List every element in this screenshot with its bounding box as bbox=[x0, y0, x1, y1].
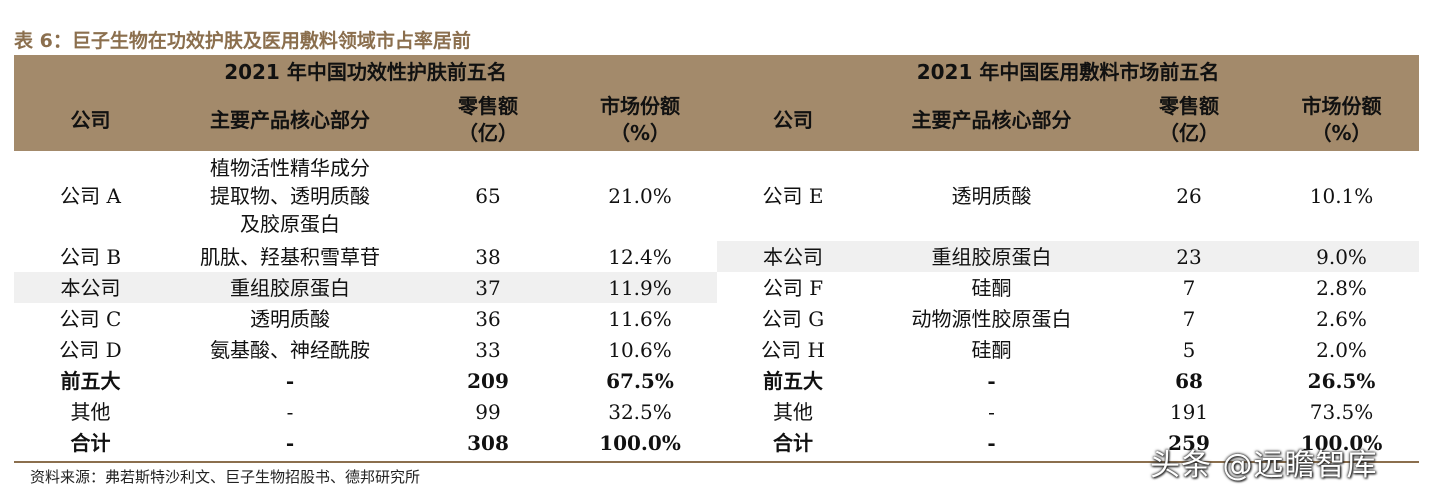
cell: 公司 E bbox=[762, 184, 824, 208]
table-row: 公司 D 氨基酸、神经酰胺 33 10.6% 公司 H 硅酮 5 2.0% bbox=[14, 334, 1419, 365]
table-row: 公司 B 肌肽、羟基积雪草苷 38 12.4% 本公司 重组胶原蛋白 23 9.… bbox=[14, 241, 1420, 272]
cell: 2.8% bbox=[1316, 275, 1367, 300]
cell: 公司 A bbox=[60, 184, 121, 208]
table-row: 本公司 重组胶原蛋白 37 11.9% 公司 F 硅酮 7 2.8% bbox=[14, 272, 1419, 303]
cell: 公司 B bbox=[59, 244, 122, 269]
cell: 11.6% bbox=[608, 306, 672, 331]
cell: 氨基酸、神经酰胺 bbox=[210, 337, 370, 362]
cell: 透明质酸 bbox=[250, 306, 330, 331]
cell: 100.0% bbox=[599, 430, 681, 455]
cell: - bbox=[988, 399, 995, 424]
right-table-title: 2021 年中国医用敷料市场前五名 bbox=[717, 55, 1420, 89]
table-row-top5: 前五大 - 209 67.5% 前五大 - 68 26.5% bbox=[14, 365, 1419, 396]
cell: 2.6% bbox=[1316, 306, 1367, 331]
header-product: 主要产品核心部分 bbox=[167, 89, 413, 151]
table-bottom-rule bbox=[14, 461, 1419, 463]
cell: 26 bbox=[1176, 184, 1202, 208]
cell: 26.5% bbox=[1307, 368, 1376, 393]
table-row: 公司 C 透明质酸 36 11.6% 公司 G 动物源性胶原蛋白 7 2.6% bbox=[14, 303, 1419, 334]
cell: 硅酮 bbox=[971, 275, 1012, 300]
cell: 308 bbox=[467, 430, 509, 455]
cell: 23 bbox=[1114, 241, 1265, 272]
header-share: 市场份额 （%） bbox=[1264, 89, 1420, 151]
header-share: 市场份额 （%） bbox=[563, 89, 718, 151]
cell: 重组胶原蛋白 bbox=[869, 241, 1115, 272]
cell: 191 bbox=[1169, 399, 1209, 424]
cell: 32.5% bbox=[608, 399, 672, 424]
cell: 其他 bbox=[773, 399, 814, 424]
source-note: 资料来源：弗若斯特沙利文、巨子生物招股书、德邦研究所 bbox=[30, 468, 421, 486]
cell: 前五大 bbox=[763, 368, 824, 393]
cell: 67.5% bbox=[606, 368, 674, 393]
cell: 公司 G bbox=[761, 306, 825, 331]
cell: 11.9% bbox=[563, 272, 718, 303]
cell: 透明质酸 bbox=[951, 184, 1032, 208]
cell: 7 bbox=[1182, 306, 1196, 331]
cell: 合计 bbox=[773, 430, 814, 455]
table-caption: 表 6：巨子生物在功效护肤及医用敷料领域市占率居前 bbox=[14, 30, 471, 52]
cell: 12.4% bbox=[608, 244, 672, 269]
cell: 合计 bbox=[70, 430, 111, 455]
cell: 100.0% bbox=[1300, 430, 1383, 455]
cell: 7 bbox=[1182, 275, 1196, 300]
cell: 65 bbox=[475, 184, 501, 208]
header-retail: 零售额 （亿） bbox=[1114, 89, 1265, 151]
header-product: 主要产品核心部分 bbox=[869, 89, 1115, 151]
table-row: 公司 A 植物活性精华成分 提取物、透明质酸 及胶原蛋白 65 21.0% 公司… bbox=[14, 151, 1419, 241]
cell: - bbox=[987, 368, 996, 393]
cell: 68 bbox=[1175, 368, 1203, 393]
cell: 21.0% bbox=[608, 184, 672, 208]
cell: 前五大 bbox=[60, 368, 121, 393]
cell: 本公司 bbox=[14, 272, 167, 303]
cell: 38 bbox=[475, 244, 501, 269]
cell: - bbox=[987, 430, 996, 455]
cell: 33 bbox=[475, 337, 501, 362]
cell: 公司 D bbox=[59, 337, 122, 362]
table-row-total: 合计 - 308 100.0% 合计 - 259 100.0% bbox=[14, 427, 1419, 458]
cell: - bbox=[286, 399, 294, 424]
cell: 5 bbox=[1182, 337, 1196, 362]
cell: 259 bbox=[1168, 430, 1210, 455]
cell: 肌肽、羟基积雪草苷 bbox=[200, 244, 380, 269]
cell: 公司 F bbox=[762, 275, 824, 300]
cell: 公司 H bbox=[761, 337, 825, 362]
cell: 37 bbox=[413, 272, 563, 303]
table-row: 其他 - 99 32.5% 其他 - 191 73.5% bbox=[14, 396, 1419, 427]
cell: 36 bbox=[475, 306, 501, 331]
cell: 动物源性胶原蛋白 bbox=[911, 306, 1072, 331]
cell: 硅酮 bbox=[971, 337, 1012, 362]
cell: 本公司 bbox=[717, 241, 870, 272]
cell: 10.1% bbox=[1309, 184, 1374, 208]
cell: 植物活性精华成分 提取物、透明质酸 及胶原蛋白 bbox=[210, 156, 370, 236]
header-retail: 零售额 （亿） bbox=[413, 89, 563, 151]
cell: 其他 bbox=[70, 399, 111, 424]
cell: 10.6% bbox=[608, 337, 672, 362]
cell: 2.0% bbox=[1316, 337, 1367, 362]
cell: - bbox=[285, 368, 295, 393]
cell: 73.5% bbox=[1309, 399, 1374, 424]
cell: 重组胶原蛋白 bbox=[167, 272, 413, 303]
watermark: 头条 @远瞻智库 bbox=[1150, 448, 1378, 483]
cell: - bbox=[285, 430, 295, 455]
cell: 公司 C bbox=[59, 306, 122, 331]
cell: 99 bbox=[475, 399, 501, 424]
left-table-title: 2021 年中国功效性护肤前五名 bbox=[14, 55, 718, 89]
header-company: 公司 bbox=[14, 89, 167, 151]
cell: 209 bbox=[467, 368, 509, 393]
header-company: 公司 bbox=[717, 89, 870, 151]
market-share-table: 2021 年中国功效性护肤前五名 2021 年中国医用敷料市场前五名 公司 主要… bbox=[14, 55, 1420, 458]
cell: 9.0% bbox=[1264, 241, 1420, 272]
